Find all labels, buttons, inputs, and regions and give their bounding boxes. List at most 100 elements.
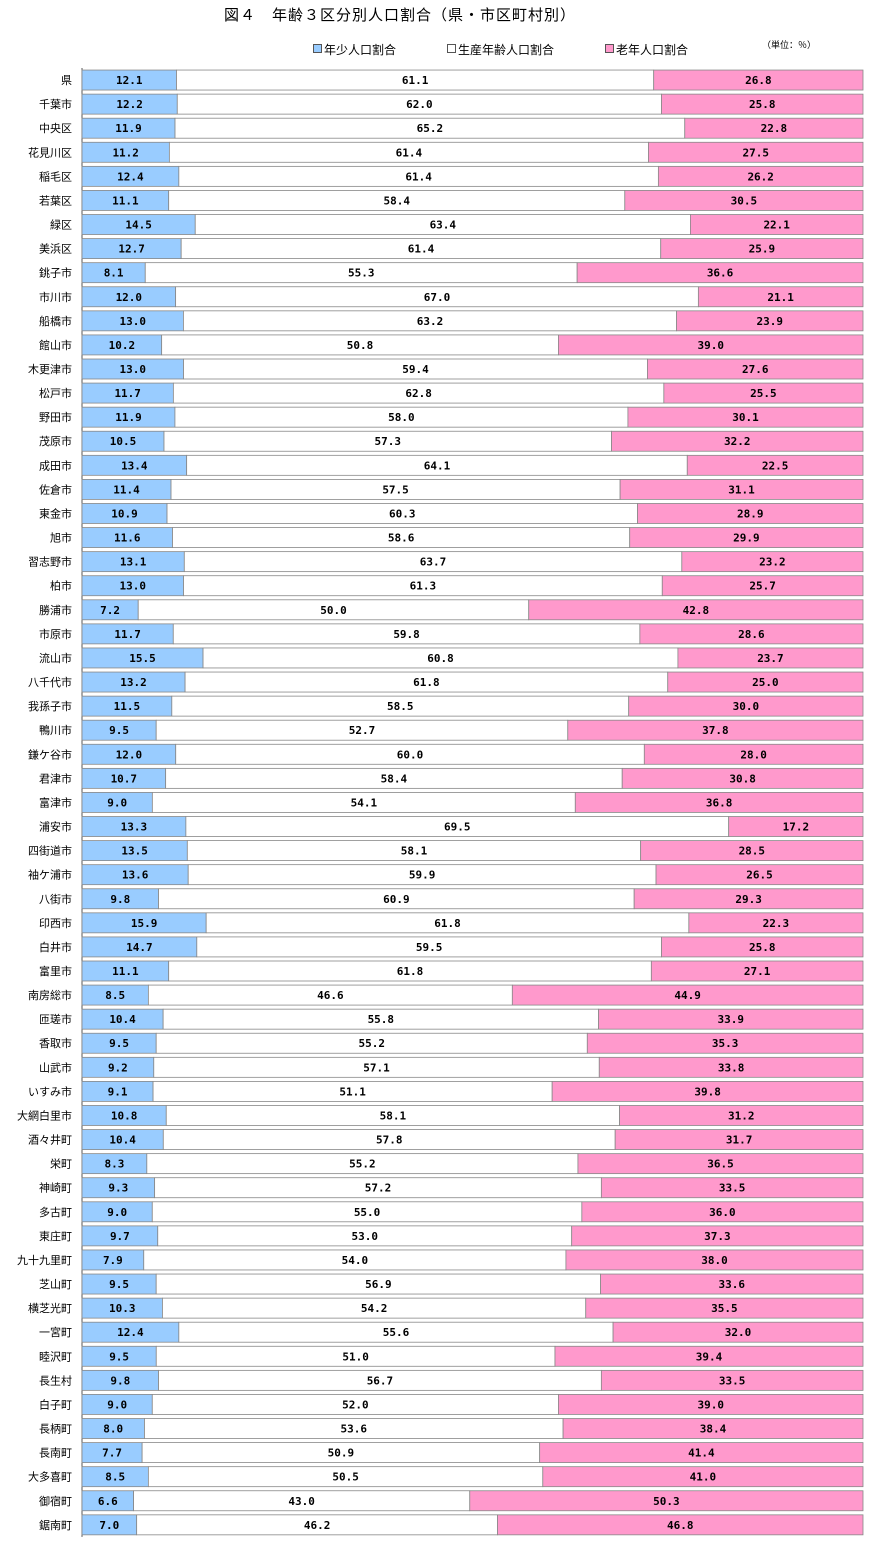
data-label-old: 33.8 <box>718 1061 745 1074</box>
data-label-old: 23.9 <box>757 315 784 328</box>
bar-segment-old <box>686 454 864 476</box>
category-label: 若葉区 <box>39 193 72 207</box>
data-label-working: 50.9 <box>328 1447 355 1460</box>
category-label: 鋸南町 <box>39 1518 72 1532</box>
category-label: 勝浦市 <box>39 603 72 617</box>
bar-segment-old <box>581 1201 864 1223</box>
data-label-working: 61.8 <box>413 676 440 689</box>
data-label-young: 9.5 <box>109 1278 129 1291</box>
bar-segment-old <box>621 767 864 789</box>
data-label-young: 8.5 <box>105 989 125 1002</box>
data-label-working: 62.8 <box>405 387 432 400</box>
data-label-old: 22.5 <box>762 459 789 472</box>
legend-label-old: 老年人口割合 <box>616 43 689 57</box>
data-label-young: 12.1 <box>116 74 143 87</box>
data-label-old: 26.5 <box>746 869 773 882</box>
data-label-working: 59.8 <box>393 628 420 641</box>
bar-segment-old <box>600 1369 864 1391</box>
bar-row: 富津市 9.0 54.1 36.8 <box>39 792 864 813</box>
data-label-old: 25.9 <box>749 243 776 256</box>
bar-row: 匝瑳市 10.4 55.8 33.9 <box>39 1008 864 1030</box>
data-label-young: 12.0 <box>116 291 143 304</box>
data-label-young: 9.8 <box>110 893 130 906</box>
bar-segment-old <box>661 575 864 597</box>
data-label-old: 33.9 <box>718 1013 745 1026</box>
data-label-young: 13.0 <box>119 315 146 328</box>
data-label-working: 54.0 <box>342 1254 369 1267</box>
bar-row: 流山市 15.5 60.8 23.7 <box>39 647 864 669</box>
data-label-old: 46.8 <box>667 1519 694 1532</box>
bar-segment-old <box>562 1418 864 1439</box>
data-label-old: 25.7 <box>749 580 776 593</box>
bar-row: 八千代市 13.2 61.8 25.0 <box>28 671 864 693</box>
bar-segment-old <box>598 1056 864 1078</box>
data-label-old: 17.2 <box>783 821 810 834</box>
bar-segment-old <box>624 190 864 211</box>
data-label-working: 52.7 <box>349 724 376 737</box>
data-label-old: 25.8 <box>749 98 776 111</box>
category-label: 長生村 <box>39 1373 72 1387</box>
bar-segment-old <box>612 1321 864 1343</box>
data-label-working: 55.8 <box>368 1013 395 1026</box>
data-label-old: 38.4 <box>700 1423 727 1436</box>
data-label-working: 61.1 <box>402 74 429 87</box>
data-label-old: 41.0 <box>690 1471 717 1484</box>
bar-row: 酒々井町 10.4 57.8 31.7 <box>28 1129 864 1150</box>
bar-segment-old <box>585 1297 864 1319</box>
category-label: 酒々井町 <box>28 1133 72 1147</box>
data-label-young: 9.2 <box>108 1061 128 1074</box>
data-label-young: 11.7 <box>114 628 141 641</box>
bar-row: 中央区 11.9 65.2 22.8 <box>39 117 864 139</box>
legend-label-working: 生産年齢人口割合 <box>458 43 555 57</box>
bar-segment-old <box>650 960 864 982</box>
category-label: 栄町 <box>50 1157 72 1171</box>
data-label-working: 59.5 <box>416 941 443 954</box>
bar-segment-old <box>640 840 864 861</box>
data-label-old: 22.3 <box>763 917 790 930</box>
data-label-working: 57.2 <box>365 1182 392 1195</box>
bar-row: 一宮町 12.4 55.6 32.0 <box>39 1321 864 1343</box>
data-label-old: 30.1 <box>732 411 759 424</box>
data-label-old: 31.2 <box>728 1109 755 1122</box>
category-label: 中央区 <box>39 122 72 135</box>
bar-row: 市原市 11.7 59.8 28.6 <box>39 623 864 645</box>
data-label-old: 35.3 <box>712 1037 739 1050</box>
category-label: 白子町 <box>39 1397 72 1411</box>
data-label-old: 36.5 <box>707 1158 734 1171</box>
bar-segment-old <box>469 1490 864 1512</box>
bar-row: 東庄町 9.7 53.0 37.3 <box>39 1225 864 1247</box>
bar-row: 君津市 10.7 58.4 30.8 <box>39 767 864 789</box>
bar-segment-old <box>528 599 864 621</box>
data-label-working: 60.3 <box>389 507 416 520</box>
data-label-old: 27.1 <box>744 965 771 978</box>
category-label: 鴨川市 <box>39 723 72 737</box>
data-label-old: 28.5 <box>739 845 766 858</box>
data-label-young: 10.4 <box>109 1134 136 1147</box>
category-label: 鎌ケ谷市 <box>28 747 72 761</box>
bar-segment-old <box>697 286 864 308</box>
category-label: 袖ケ浦市 <box>28 868 72 882</box>
data-label-old: 42.8 <box>683 604 710 617</box>
data-label-young: 11.4 <box>113 483 140 496</box>
data-label-young: 13.0 <box>120 363 147 376</box>
data-label-working: 46.2 <box>304 1519 331 1532</box>
data-label-young: 11.1 <box>112 194 139 207</box>
data-label-old: 36.0 <box>709 1206 736 1219</box>
data-label-young: 13.5 <box>121 845 148 858</box>
bar-segment-old <box>567 719 864 741</box>
data-label-young: 13.2 <box>120 676 147 689</box>
data-label-working: 61.4 <box>408 243 435 256</box>
bar-segment-old <box>627 406 864 428</box>
bar-row: 千葉市 12.2 62.0 25.8 <box>39 93 864 115</box>
data-label-old: 33.6 <box>719 1278 746 1291</box>
data-label-working: 52.0 <box>342 1398 369 1411</box>
data-label-young: 9.3 <box>108 1182 128 1195</box>
bar-segment-old <box>643 743 864 765</box>
bar-segment-old <box>600 1177 864 1199</box>
bar-row: 睦沢町 9.5 51.0 39.4 <box>39 1345 864 1367</box>
data-label-young: 9.7 <box>110 1230 130 1243</box>
category-label: 流山市 <box>39 651 72 665</box>
data-label-young: 10.7 <box>111 772 138 785</box>
data-label-young: 8.3 <box>104 1158 124 1171</box>
category-label: 松戸市 <box>39 386 72 400</box>
